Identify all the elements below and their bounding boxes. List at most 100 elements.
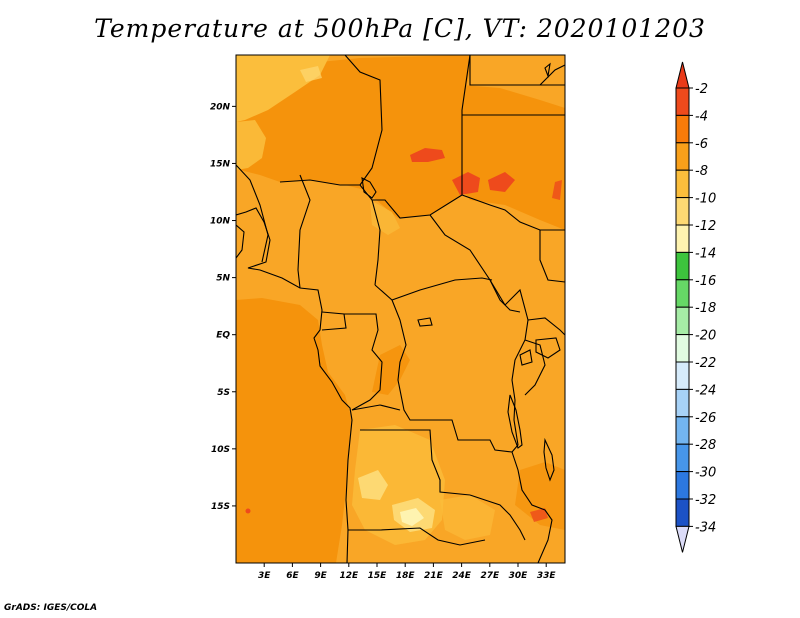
border-drc-uganda bbox=[489, 279, 506, 306]
lon-tick-label: 18E bbox=[396, 571, 416, 581]
border-eq-guinea bbox=[321, 311, 347, 331]
lake-chad bbox=[361, 177, 377, 199]
border-libya-chad bbox=[461, 55, 471, 195]
colorbar-bottom-triangle bbox=[675, 525, 690, 553]
lon-tick-label: 24E bbox=[452, 571, 472, 581]
colorbar-swatch bbox=[675, 361, 690, 390]
border-east-rift bbox=[504, 288, 529, 453]
border-gabon-congo bbox=[344, 313, 383, 411]
colorbar-swatch bbox=[675, 87, 690, 116]
colorbar-label: -16 bbox=[695, 274, 716, 289]
colorbar-label: -32 bbox=[695, 493, 716, 508]
colorbar-label: -34 bbox=[695, 520, 716, 535]
border-drc-angola-north bbox=[351, 404, 401, 411]
border-angola-namibia bbox=[348, 527, 486, 546]
colorbar-label: -10 bbox=[695, 192, 716, 207]
lat-tick-label: EQ bbox=[216, 331, 230, 341]
field-band-8-west bbox=[236, 120, 266, 170]
colorbar-label: -20 bbox=[695, 329, 716, 344]
field-band-8-chad bbox=[370, 200, 400, 235]
border-red-sea bbox=[539, 64, 565, 86]
colorbar-swatch bbox=[675, 498, 690, 527]
map-frame bbox=[235, 54, 566, 564]
border-west-africa bbox=[236, 164, 269, 263]
lake-tanganyika bbox=[507, 394, 523, 449]
field-band-2-niger bbox=[410, 148, 445, 162]
map-axes: 20N 15N 10N 5N EQ 5S 10S 15S 3E 6E 9E 12E 15E 18E 21E 2… bbox=[210, 102, 556, 581]
colorbar-swatch bbox=[675, 114, 690, 144]
colorbar-swatch bbox=[675, 334, 690, 363]
lon-tick-label: 9E bbox=[314, 571, 327, 581]
lon-tick-label: 21E bbox=[424, 571, 444, 581]
field-band-8-zambia bbox=[440, 495, 495, 540]
lake-malawi bbox=[543, 437, 555, 482]
colorbar-label: -14 bbox=[695, 246, 716, 261]
colorbar-label: -18 bbox=[695, 301, 716, 316]
colorbar: -2 -4 -6 -8 -10 -12 -14 -16 -18 -20 -22 -24 -26 -28 -3… bbox=[675, 61, 716, 553]
colorbar-swatch bbox=[675, 306, 690, 336]
colorbar-label: -4 bbox=[695, 109, 708, 124]
lat-tick-label: 10N bbox=[210, 217, 231, 227]
lon-tick-label: 6E bbox=[286, 571, 299, 581]
colorbar-label: -2 bbox=[695, 82, 708, 97]
map-layer bbox=[235, 54, 566, 564]
lake-drc bbox=[417, 317, 433, 327]
coastline-west bbox=[236, 207, 353, 563]
field-band-2-chad bbox=[452, 172, 480, 195]
colorbar-label: -8 bbox=[695, 164, 708, 179]
field-band-4-congo bbox=[372, 345, 410, 395]
colorbar-label: -6 bbox=[695, 137, 708, 152]
colorbar-label: -22 bbox=[695, 356, 716, 371]
field-band-10-a bbox=[358, 470, 388, 500]
border-ghana bbox=[297, 174, 311, 289]
border-uganda-kenya bbox=[527, 317, 565, 336]
lat-tick-label: 15N bbox=[210, 159, 231, 169]
lat-tick-label: 20N bbox=[210, 102, 231, 112]
lat-tick-label: 5N bbox=[216, 274, 230, 284]
field-band-2-dot bbox=[245, 508, 251, 514]
coastline-senegal bbox=[236, 224, 245, 259]
lon-tick-label: 33E bbox=[537, 571, 557, 581]
border-lake-victoria bbox=[524, 339, 546, 396]
lat-tick-label: 10S bbox=[211, 445, 230, 455]
colorbar-swatch bbox=[675, 224, 690, 253]
chart-title: Temperature at 500hPa [C], VT: 202010120… bbox=[94, 14, 706, 43]
border-egypt-sudan bbox=[469, 55, 565, 86]
grads-credit: GrADS: IGES/COLA bbox=[4, 603, 98, 613]
lat-tick-label: 15S bbox=[211, 502, 230, 512]
colorbar-label: -12 bbox=[695, 219, 716, 234]
border-car-south bbox=[374, 277, 493, 301]
lake-victoria bbox=[535, 337, 561, 359]
border-mali-niger bbox=[344, 55, 383, 186]
boundaries bbox=[236, 55, 565, 563]
field-band-4-sudan bbox=[462, 85, 565, 230]
lon-tick-label: 27E bbox=[480, 571, 500, 581]
border-south-sudan bbox=[539, 230, 565, 283]
lon-tick-label: 15E bbox=[368, 571, 388, 581]
island-red-sea bbox=[544, 62, 551, 79]
colorbar-swatch bbox=[675, 169, 690, 199]
lat-tick-label: 5S bbox=[217, 388, 230, 398]
colorbar-top-triangle bbox=[675, 61, 690, 89]
colorbar-label: -28 bbox=[695, 438, 716, 453]
field-band-2-mozambique bbox=[530, 508, 548, 522]
border-angola-east bbox=[360, 429, 471, 496]
lon-tick-label: 30E bbox=[509, 571, 529, 581]
colorbar-swatch bbox=[675, 443, 690, 473]
temperature-field bbox=[236, 55, 565, 563]
colorbar-label: -26 bbox=[695, 411, 716, 426]
field-band-4-east bbox=[515, 462, 565, 530]
colorbar-swatch bbox=[675, 197, 690, 226]
colorbar-swatch bbox=[675, 471, 690, 500]
lon-tick-label: 12E bbox=[339, 571, 359, 581]
border-sahel bbox=[279, 179, 565, 231]
border-malawi-mozambique bbox=[511, 451, 553, 563]
lake-albert bbox=[519, 349, 533, 366]
border-zambia-zimbabwe bbox=[469, 494, 526, 541]
colorbar-swatch bbox=[675, 251, 690, 281]
field-band-4-sahara bbox=[236, 55, 470, 218]
field-band-10-c bbox=[300, 66, 322, 82]
colorbar-swatch bbox=[675, 142, 690, 171]
field-band-4-atlantic bbox=[236, 298, 352, 563]
